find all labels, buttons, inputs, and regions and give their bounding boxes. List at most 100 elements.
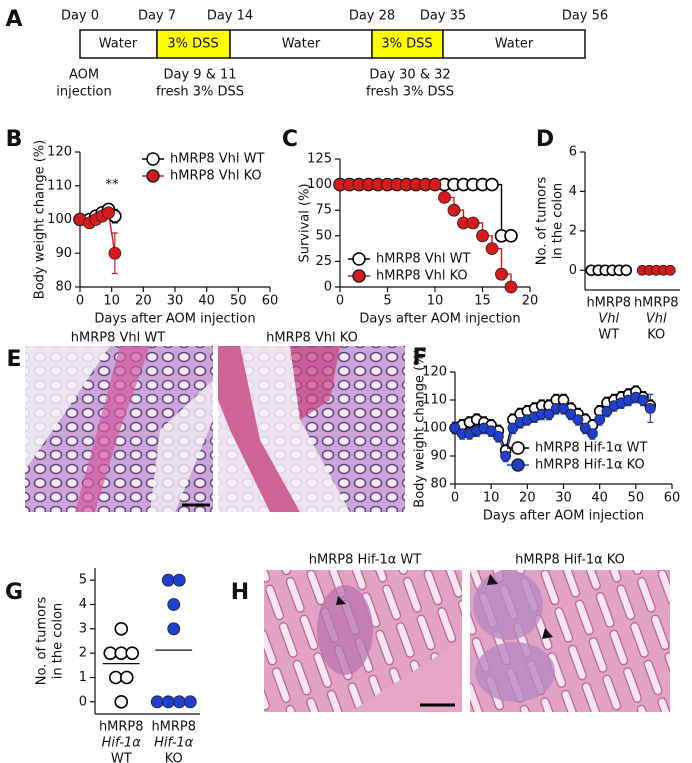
panel-label: D (536, 127, 554, 152)
marker (572, 414, 584, 426)
y-tick-label: 110 (47, 178, 72, 193)
arrowhead (542, 628, 553, 639)
marker (500, 450, 512, 462)
note: fresh 3% DSS (366, 85, 454, 100)
marker (466, 216, 480, 230)
y-tick-label: 4 (79, 597, 87, 612)
segment-label: 3% DSS (381, 37, 432, 52)
image-label: hMRP8 Vhl KO (266, 331, 358, 346)
point (172, 573, 186, 587)
panel-label: C (282, 127, 298, 152)
y-tick-label: 110 (422, 393, 447, 408)
y-axis-label: in the colon (51, 603, 66, 679)
segment (442, 29, 586, 59)
image-region (218, 346, 300, 512)
x-tick-label: 20 (135, 294, 152, 309)
point (125, 646, 140, 660)
point (620, 264, 633, 277)
x-tick-label: 0 (76, 294, 84, 309)
x-tick-label: 60 (664, 491, 681, 506)
x-tick-label: 30 (167, 294, 184, 309)
x-tick-label: hMRP8 (99, 720, 144, 735)
legend-label: hMRP8 Hif-1α KO (535, 458, 645, 473)
legend-marker (146, 152, 160, 166)
legend-label: hMRP8 Hif-1α WT (535, 441, 648, 456)
arrowhead (336, 596, 346, 605)
x-tick-label: 50 (628, 491, 645, 506)
point (167, 622, 181, 636)
marker (587, 428, 598, 440)
x-tick-label: 10 (427, 294, 444, 309)
x-tick-label: hMRP8 (151, 720, 196, 735)
image-label: hMRP8 Hif-1α KO (515, 553, 625, 568)
marker (447, 203, 461, 217)
marker (485, 177, 499, 192)
histology-h: hMRP8 Hif-1α WT hMRP8 Hif-1α KO (264, 553, 670, 712)
y-tick-label: 50 (315, 228, 332, 243)
day-label: Day 28 (349, 9, 395, 24)
tumor (317, 585, 373, 675)
point (172, 695, 186, 709)
day-label: Day 0 (61, 9, 99, 24)
x-tick-label: hMRP8 (634, 296, 679, 311)
day-label: Day 35 (420, 9, 466, 24)
segment (79, 29, 158, 59)
y-axis-label: No. of tumors (535, 177, 550, 266)
y-tick-label: 75 (315, 203, 332, 218)
y-tick-label: 125 (307, 152, 332, 167)
panel-label: F (412, 345, 427, 370)
marker (449, 422, 461, 434)
legend-label: hMRP8 Vhl WT (376, 252, 470, 267)
legend-marker (511, 458, 525, 472)
legend-marker (352, 269, 366, 283)
x-tick-label: KO (647, 328, 665, 343)
day-label: Day 14 (207, 9, 253, 24)
timeline: Day 0 Day 7 Day 14 Day 28 Day 35 Day 56 … (56, 9, 608, 100)
y-tick-label: 100 (47, 212, 72, 227)
marker (485, 242, 499, 256)
note: injection (56, 85, 112, 100)
x-tick-label: 30 (555, 491, 572, 506)
marker (102, 206, 115, 220)
x-tick-label: 40 (198, 294, 215, 309)
image-label: hMRP8 Hif-1α WT (309, 553, 422, 568)
marker (644, 402, 656, 414)
marker (543, 408, 555, 420)
note: Day 30 & 32 (369, 68, 450, 83)
y-tick-label: 90 (55, 246, 72, 261)
y-tick-label: 2 (79, 646, 87, 661)
marker (495, 267, 508, 281)
marker (637, 394, 649, 406)
x-tick-label: 50 (230, 294, 247, 309)
x-tick-label: 0 (336, 294, 344, 309)
x-tick-label: 0 (451, 491, 459, 506)
y-tick-label: 0 (79, 694, 87, 709)
image-region (25, 346, 110, 470)
segment-label: 3% DSS (167, 37, 218, 52)
note: AOM (69, 68, 99, 83)
y-tick-label: 90 (430, 449, 447, 464)
legend-marker (352, 252, 366, 266)
marker (485, 425, 497, 437)
legend-label: hMRP8 Vhl WT (170, 152, 264, 167)
x-tick-label: Vhl (646, 312, 667, 327)
series-line (340, 183, 511, 237)
y-tick-label: 2 (569, 223, 577, 238)
segment (156, 29, 231, 59)
marker (579, 422, 591, 434)
panel-label: B (6, 127, 23, 152)
y-axis-label: in the colon (551, 183, 566, 259)
x-tick-label: 10 (483, 491, 500, 506)
marker (108, 246, 122, 260)
y-tick-label: 100 (307, 177, 332, 192)
x-axis-label: Days after AOM injection (483, 509, 644, 524)
marker (507, 422, 519, 434)
legend-label: hMRP8 Vhl KO (376, 269, 468, 284)
segment (229, 29, 373, 59)
y-axis-label: No. of tumors (35, 597, 50, 686)
segment-label: Water (99, 37, 138, 52)
y-axis-label: Survival (%) (298, 183, 313, 262)
x-tick-label: WT (111, 752, 132, 763)
x-axis-label: Days after AOM injection (359, 312, 520, 327)
